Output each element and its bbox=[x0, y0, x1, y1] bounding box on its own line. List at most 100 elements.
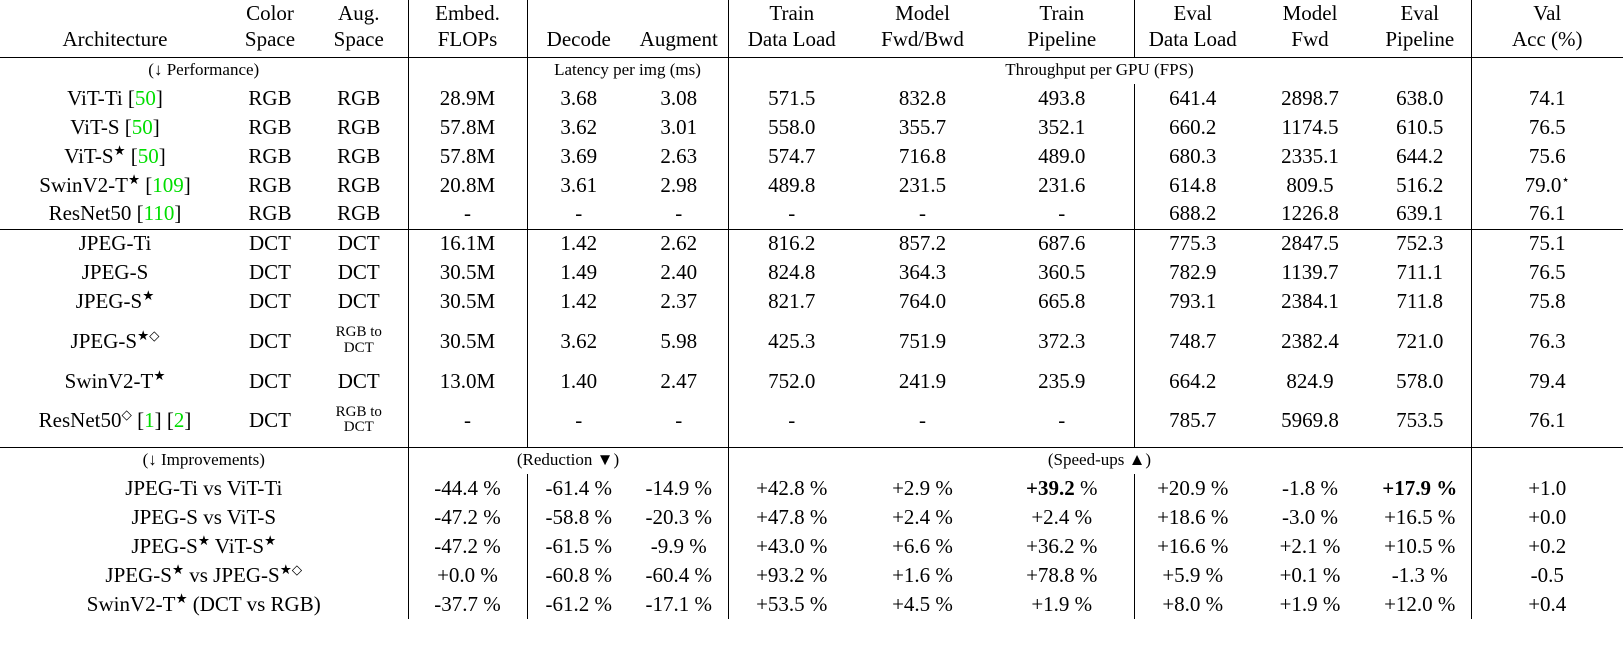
value-cell: +2.4 % bbox=[892, 504, 953, 529]
citation: 2 bbox=[173, 408, 185, 433]
value-cell: 28.9M bbox=[407, 84, 527, 113]
value-cell: 57.8M bbox=[407, 142, 527, 171]
improvements-subheader-row: (↓ Improvements) (Reduction ▼) (Speed-up… bbox=[0, 447, 1623, 474]
value-cell: 2.62 bbox=[660, 230, 698, 255]
superscript-mark: ⋆ bbox=[1561, 171, 1570, 187]
value-cell: -3.0 % bbox=[1282, 504, 1338, 529]
value-cell: 638.0 bbox=[1396, 85, 1444, 110]
value-cell: 688.2 bbox=[1133, 200, 1251, 229]
value-cell: +5.9 % bbox=[1133, 561, 1251, 590]
value-cell: 824.9 bbox=[1286, 368, 1334, 393]
value-cell: 20.8M bbox=[407, 171, 527, 200]
value-cell: 3.68 bbox=[526, 84, 630, 113]
value-cell: 639.1 bbox=[1396, 201, 1444, 226]
value-cell: +20.9 % bbox=[1133, 474, 1251, 503]
col-header-model-fwd: Model Fwd bbox=[1282, 1, 1338, 51]
value-cell: 664.2 bbox=[1133, 367, 1251, 396]
value-cell: 711.8 bbox=[1396, 288, 1443, 313]
value-cell: 3.01 bbox=[660, 114, 698, 139]
value-cell: 2.37 bbox=[660, 288, 698, 313]
value-cell: +39.2 % bbox=[1026, 475, 1098, 500]
value-cell: RGB bbox=[248, 143, 292, 168]
value-cell: 785.7 bbox=[1133, 396, 1251, 447]
value-cell: 821.7 bbox=[727, 287, 855, 316]
value-cell: 360.5 bbox=[1038, 259, 1086, 284]
value-cell: 425.3 bbox=[727, 316, 855, 367]
empty-cell bbox=[1470, 57, 1623, 84]
value-cell: 711.1 bbox=[1396, 259, 1443, 284]
superscript-mark: ★ bbox=[264, 532, 277, 548]
value-cell: 79.4 bbox=[1470, 367, 1623, 396]
performance-section-label: (↓ Performance) bbox=[148, 60, 260, 80]
value-cell: 753.5 bbox=[1396, 408, 1444, 433]
superscript-mark: ◇ bbox=[149, 327, 160, 343]
two-line-cell: RGB to DCT bbox=[335, 403, 382, 436]
dct-section: JPEG-Ti DCT DCT 16.1M 1.42 2.62 816.2 857.2 687.… bbox=[0, 229, 1623, 447]
value-cell: RGB bbox=[337, 201, 381, 226]
value-cell: - bbox=[407, 200, 527, 229]
value-cell: +93.2 % bbox=[727, 561, 855, 590]
value-cell: - bbox=[1058, 408, 1066, 433]
value-cell: 364.3 bbox=[898, 259, 947, 284]
value-cell: -61.4 % bbox=[526, 474, 630, 503]
value-cell: 3.61 bbox=[526, 171, 630, 200]
value-cell: -1.3 % bbox=[1391, 562, 1448, 587]
value-cell: 764.0 bbox=[898, 288, 947, 313]
value-cell: -9.9 % bbox=[650, 533, 707, 558]
value-cell: RGB bbox=[337, 114, 381, 139]
value-cell: +8.0 % bbox=[1133, 590, 1251, 619]
citation: 1 bbox=[144, 408, 155, 433]
value-cell: 76.5 bbox=[1470, 258, 1623, 287]
latency-group-label: Latency per img (ms) bbox=[526, 57, 728, 84]
value-cell: +4.5 % bbox=[892, 591, 953, 616]
value-cell: 716.8 bbox=[898, 143, 947, 168]
value-cell: 1174.5 bbox=[1281, 114, 1339, 139]
table-row: JPEG-Ti DCT DCT 16.1M 1.42 2.62 816.2 857.2 687.… bbox=[0, 229, 1623, 258]
architecture-cell: JPEG-S bbox=[81, 259, 149, 284]
value-cell: 75.1 bbox=[1470, 229, 1623, 258]
value-cell: 1.40 bbox=[526, 367, 630, 396]
value-cell: RGB bbox=[248, 85, 292, 110]
value-cell: 16.1M bbox=[407, 229, 527, 258]
comparison-label: JPEG-S★ vs JPEG-S★◇ bbox=[105, 561, 303, 587]
col-header-eval-pipeline: Eval Pipeline bbox=[1385, 1, 1455, 51]
value-cell: 857.2 bbox=[898, 230, 947, 255]
value-cell: - bbox=[526, 396, 630, 447]
value-cell: DCT bbox=[249, 259, 291, 284]
superscript-mark: ★ bbox=[171, 561, 184, 577]
value-cell: -61.5 % bbox=[526, 532, 630, 561]
value-cell: +10.5 % bbox=[1384, 533, 1456, 558]
improvements-section-label: (↓ Improvements) bbox=[142, 450, 265, 470]
value-cell: RGB bbox=[248, 172, 292, 197]
comparison-label: JPEG-S★ ViT-S★ bbox=[131, 532, 277, 558]
value-cell: 231.6 bbox=[1038, 172, 1086, 197]
value-cell: DCT bbox=[249, 368, 291, 393]
comparison-label: SwinV2-T★ (DCT vs RGB) bbox=[86, 590, 321, 616]
col-header-train-pipeline: Train Pipeline bbox=[1027, 1, 1097, 51]
value-cell: 1226.8 bbox=[1281, 201, 1339, 226]
value-cell: 687.6 bbox=[1038, 230, 1086, 255]
value-cell: 231.5 bbox=[898, 172, 947, 197]
table-row: JPEG-S DCT DCT 30.5M 1.49 2.40 824.8 364.3 360.5… bbox=[0, 258, 1623, 287]
value-cell: DCT bbox=[249, 328, 291, 353]
value-cell: 809.5 bbox=[1286, 172, 1334, 197]
architecture-cell: SwinV2-T★ [109] bbox=[39, 171, 191, 197]
architecture-cell: ViT-S★ [50] bbox=[64, 142, 166, 168]
superscript-mark: ◇ bbox=[121, 407, 132, 423]
value-cell: +12.0 % bbox=[1384, 591, 1456, 616]
superscript-mark: ★ bbox=[113, 142, 126, 158]
value-cell: RGB bbox=[337, 172, 381, 197]
table-header: Architecture Color Space Aug. Space Embed.… bbox=[0, 0, 1623, 57]
value-cell: 352.1 bbox=[1038, 114, 1086, 139]
value-cell: - bbox=[675, 201, 683, 226]
value-cell: 1.49 bbox=[526, 258, 630, 287]
improvements-section: (↓ Improvements) (Reduction ▼) (Speed-up… bbox=[0, 447, 1623, 619]
value-cell: 3.62 bbox=[526, 316, 630, 367]
value-cell: 680.3 bbox=[1133, 142, 1251, 171]
value-cell: 30.5M bbox=[407, 287, 527, 316]
speedups-group-label: (Speed-ups ▲) bbox=[727, 447, 1471, 474]
value-cell: +16.6 % bbox=[1133, 532, 1251, 561]
value-cell: 57.8M bbox=[407, 113, 527, 142]
col-header-architecture: Architecture bbox=[62, 26, 168, 51]
